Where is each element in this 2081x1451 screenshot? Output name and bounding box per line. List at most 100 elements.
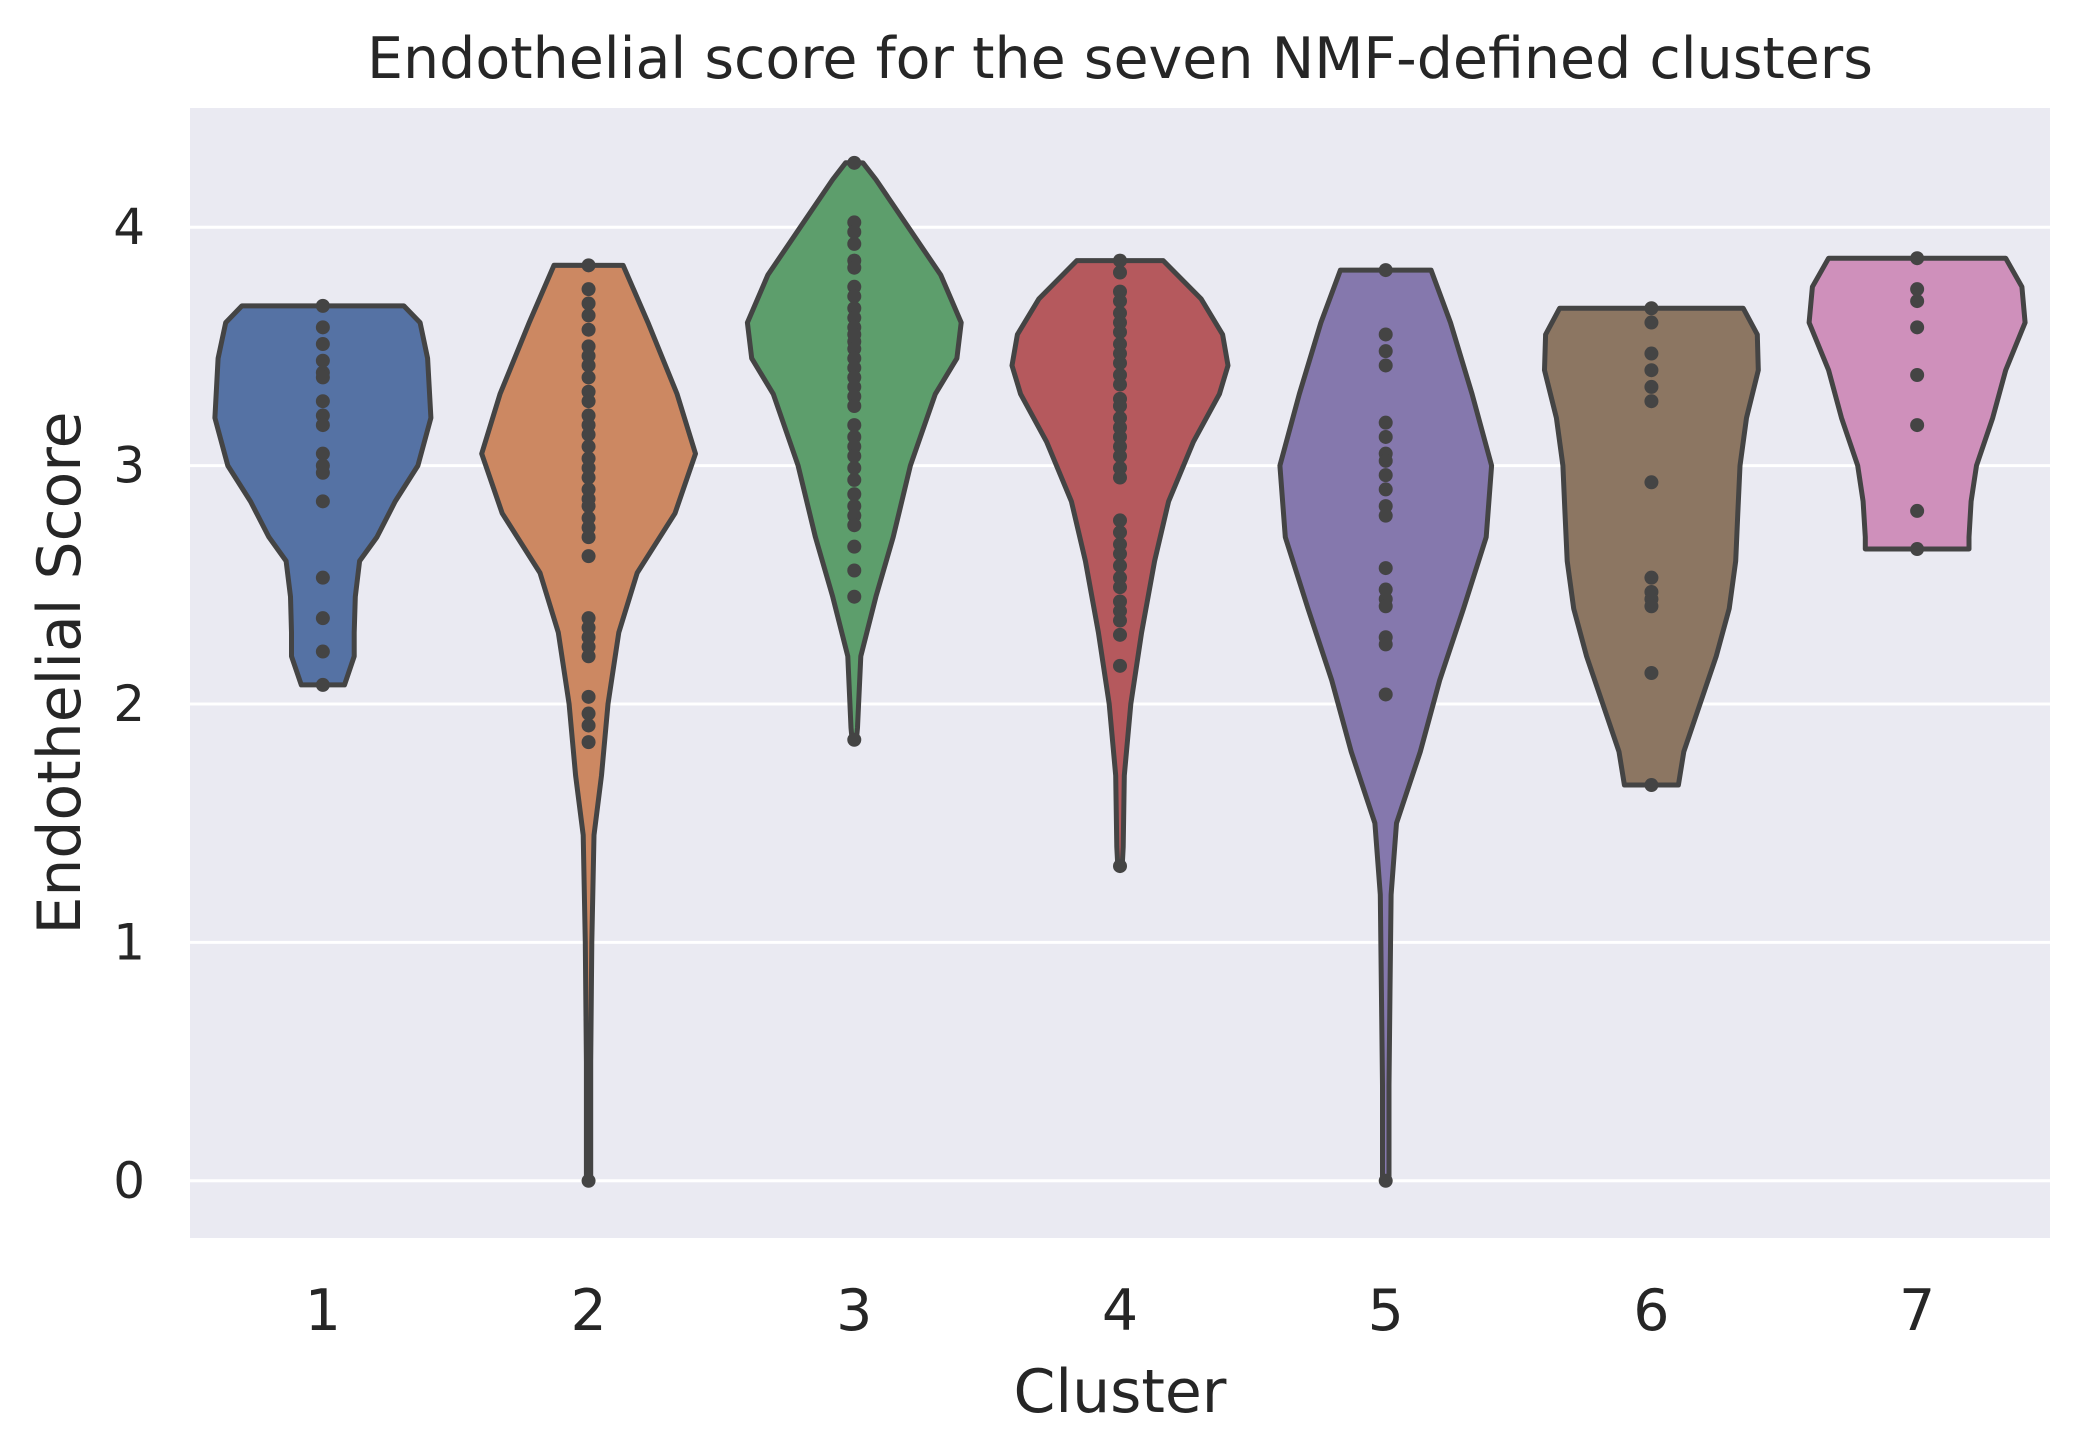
data-point bbox=[581, 258, 596, 273]
data-point bbox=[581, 706, 596, 721]
data-point bbox=[1113, 525, 1127, 540]
data-point bbox=[1910, 251, 1925, 266]
data-point bbox=[1644, 363, 1659, 378]
data-point bbox=[1113, 470, 1127, 485]
data-point bbox=[1113, 613, 1127, 628]
data-point bbox=[1910, 294, 1925, 309]
data-point bbox=[1113, 265, 1127, 280]
data-point bbox=[847, 260, 862, 275]
y-tick-labels: 0 1 2 3 4 bbox=[113, 198, 145, 1210]
data-point bbox=[581, 1173, 596, 1188]
data-point bbox=[1113, 658, 1127, 673]
data-point bbox=[581, 394, 596, 409]
x-tick-labels: 1 2 3 4 5 6 7 bbox=[305, 1278, 1936, 1344]
violin-body bbox=[1806, 255, 2028, 552]
data-point bbox=[847, 589, 862, 604]
data-point bbox=[581, 282, 596, 297]
x-tick-label: 3 bbox=[836, 1278, 872, 1344]
data-point bbox=[581, 735, 596, 750]
data-point bbox=[315, 644, 330, 659]
y-tick-label: 1 bbox=[113, 913, 145, 971]
data-point bbox=[847, 224, 862, 239]
data-point bbox=[581, 370, 596, 385]
data-point bbox=[847, 449, 862, 464]
data-point bbox=[847, 398, 862, 413]
data-point bbox=[1644, 301, 1659, 316]
data-point bbox=[581, 296, 596, 311]
data-point bbox=[1378, 687, 1393, 702]
data-point bbox=[1378, 599, 1393, 614]
x-tick-label: 4 bbox=[1102, 1278, 1138, 1344]
data-point bbox=[847, 418, 862, 433]
data-point bbox=[1113, 558, 1127, 573]
data-point bbox=[315, 677, 330, 692]
violins bbox=[212, 155, 2028, 1188]
data-point bbox=[315, 570, 330, 585]
y-tick-label: 3 bbox=[113, 437, 145, 495]
violin-cluster-5 bbox=[1277, 263, 1495, 1188]
x-axis-label: Cluster bbox=[1014, 1357, 1227, 1427]
data-point bbox=[1113, 325, 1127, 340]
data-point bbox=[315, 446, 330, 461]
data-point bbox=[1378, 468, 1393, 483]
data-point bbox=[581, 358, 596, 373]
y-tick-label: 2 bbox=[113, 675, 145, 733]
data-point bbox=[1378, 508, 1393, 523]
data-point bbox=[1378, 358, 1393, 373]
data-point bbox=[847, 732, 862, 747]
data-point bbox=[1378, 429, 1393, 444]
data-point bbox=[1910, 418, 1925, 433]
data-point bbox=[1644, 315, 1659, 330]
y-axis-label: Endothelial Score bbox=[25, 411, 95, 934]
data-point bbox=[1113, 580, 1127, 595]
x-tick-label: 6 bbox=[1633, 1278, 1669, 1344]
data-point bbox=[581, 649, 596, 664]
data-point bbox=[581, 427, 596, 442]
x-tick-label: 1 bbox=[305, 1278, 341, 1344]
data-point bbox=[1644, 666, 1659, 680]
data-point bbox=[1644, 346, 1659, 361]
data-point bbox=[1378, 327, 1393, 342]
data-point bbox=[847, 155, 862, 170]
data-point bbox=[1644, 570, 1659, 585]
data-point bbox=[315, 320, 330, 335]
x-tick-label: 5 bbox=[1368, 1278, 1404, 1344]
data-point bbox=[581, 718, 596, 733]
data-point bbox=[1113, 449, 1127, 464]
data-point bbox=[1910, 503, 1925, 518]
data-point bbox=[315, 494, 330, 509]
data-point bbox=[315, 465, 330, 480]
data-point bbox=[1113, 377, 1127, 392]
violin-cluster-1 bbox=[212, 298, 434, 692]
violin-cluster-7 bbox=[1806, 251, 2028, 557]
data-point bbox=[1910, 320, 1925, 335]
data-point bbox=[847, 539, 862, 554]
data-point bbox=[847, 518, 862, 533]
data-point bbox=[847, 487, 862, 502]
data-point bbox=[1644, 599, 1659, 614]
data-point bbox=[1378, 561, 1393, 576]
data-point bbox=[1378, 482, 1393, 497]
violin-cluster-4 bbox=[1009, 253, 1231, 874]
data-point bbox=[847, 472, 862, 487]
data-point bbox=[1113, 627, 1127, 642]
data-point bbox=[581, 439, 596, 454]
y-tick-label: 4 bbox=[113, 198, 145, 256]
data-point bbox=[315, 394, 330, 409]
violin-cluster-6 bbox=[1542, 301, 1761, 793]
violin-cluster-2 bbox=[479, 258, 698, 1188]
data-point bbox=[1378, 415, 1393, 430]
data-point bbox=[315, 370, 330, 385]
data-point bbox=[1113, 859, 1127, 874]
data-point bbox=[315, 611, 330, 626]
data-point bbox=[581, 470, 596, 485]
data-point bbox=[581, 322, 596, 337]
data-point bbox=[581, 308, 596, 323]
data-point bbox=[1378, 1173, 1393, 1188]
data-point bbox=[1378, 453, 1393, 468]
data-point bbox=[1910, 542, 1925, 557]
data-point bbox=[581, 499, 596, 514]
x-tick-label: 7 bbox=[1899, 1278, 1935, 1344]
data-point bbox=[1910, 368, 1925, 383]
